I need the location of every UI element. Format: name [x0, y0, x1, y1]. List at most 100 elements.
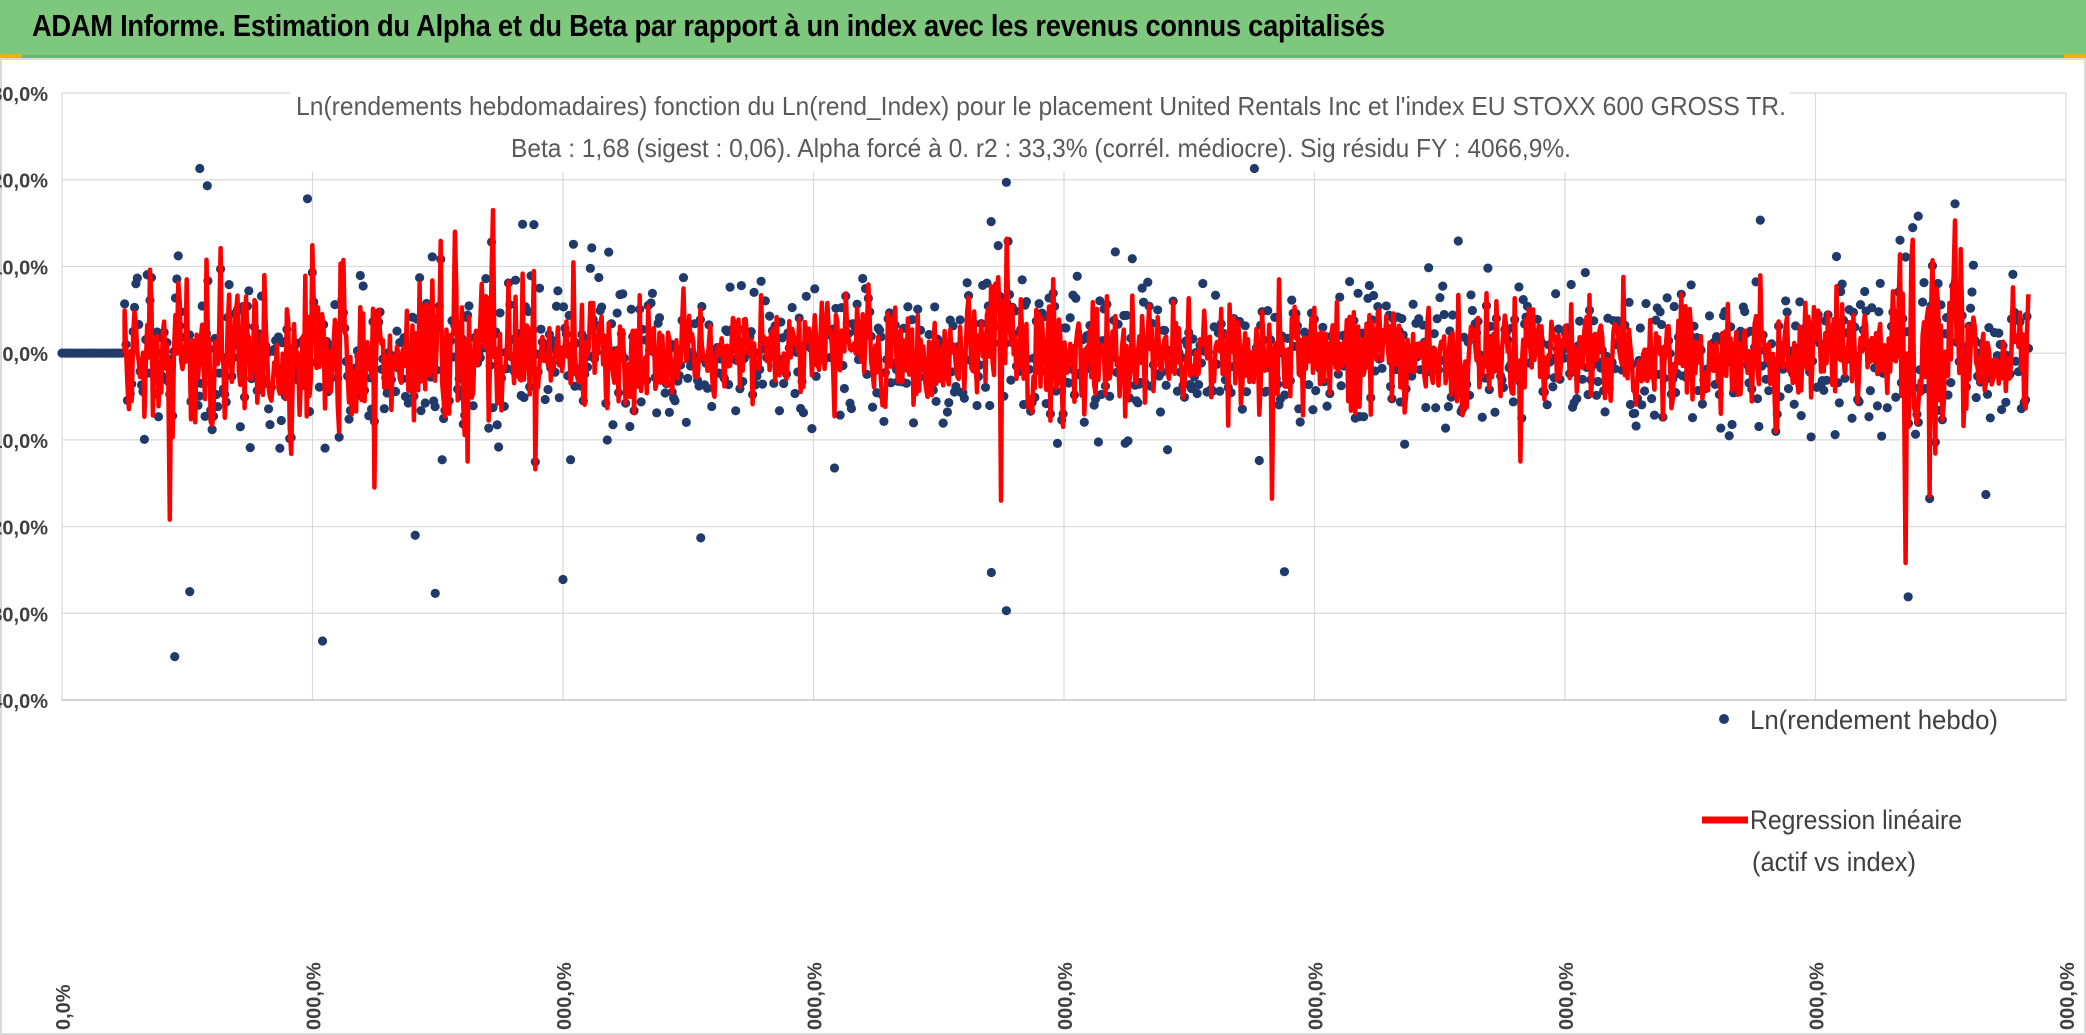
data-point: [707, 401, 717, 412]
data-point: [1065, 313, 1075, 323]
data-point: [1368, 290, 1379, 301]
data-point: [1686, 280, 1696, 290]
data-point: [1071, 293, 1081, 303]
data-point: [1518, 295, 1528, 305]
data-point: [410, 530, 420, 540]
data-point: [1919, 278, 1929, 288]
x-tick-label: 000,0%: [1306, 962, 1328, 1030]
data-point: [195, 163, 205, 174]
data-point: [1895, 235, 1905, 245]
data-point: [245, 443, 255, 453]
regression-series: [122, 207, 2031, 566]
data-point: [846, 403, 857, 414]
data-point: [798, 408, 809, 418]
data-point: [132, 273, 142, 283]
data-point: [604, 247, 614, 257]
data-point: [2008, 269, 2018, 279]
data-point: [1377, 363, 1387, 374]
data-point: [955, 315, 965, 325]
data-point: [139, 434, 149, 444]
data-point: [839, 383, 849, 394]
data-point: [344, 414, 354, 424]
data-point: [1971, 392, 1981, 403]
data-point: [1752, 394, 1763, 404]
data-point: [129, 302, 140, 312]
x-tick-label: 000,0%: [304, 962, 326, 1030]
data-point: [858, 273, 868, 284]
data-point: [1994, 328, 2004, 338]
y-tick-label: -10,0%: [0, 431, 48, 453]
data-point: [993, 241, 1003, 251]
data-point: [1548, 382, 1558, 392]
data-point: [736, 281, 746, 291]
data-point: [1903, 592, 1913, 602]
data-point: [330, 300, 340, 310]
data-point: [1079, 417, 1089, 427]
data-point: [1968, 260, 1978, 270]
x-tick-label: 000,0%: [1556, 962, 1578, 1030]
data-point: [1051, 386, 1061, 396]
data-point: [587, 243, 597, 253]
data-point: [379, 404, 389, 414]
data-point: [1072, 271, 1082, 281]
data-point: [1110, 247, 1120, 257]
data-point: [1254, 455, 1264, 466]
data-point: [1443, 401, 1453, 412]
data-point: [1716, 423, 1726, 433]
x-tick-label: 000,0%: [1807, 962, 1829, 1030]
data-point: [1782, 307, 1792, 317]
data-point: [756, 276, 766, 286]
data-point: [1155, 407, 1166, 417]
data-point: [200, 411, 210, 421]
data-point: [1901, 252, 1911, 262]
data-point: [1882, 403, 1892, 413]
data-point: [702, 383, 713, 393]
y-tick-label: 20,0%: [0, 171, 48, 193]
data-point: [494, 442, 504, 452]
data-point: [529, 219, 539, 230]
data-point: [1872, 401, 1883, 411]
data-point: [1172, 386, 1183, 396]
data-point: [2001, 397, 2011, 407]
data-point: [1917, 297, 1928, 307]
x-tick-label: 000,0%: [554, 962, 576, 1030]
data-point: [1249, 163, 1259, 174]
data-point: [317, 636, 328, 646]
data-point: [1649, 410, 1660, 420]
data-point: [1006, 375, 1016, 385]
data-point: [938, 418, 948, 428]
data-point: [207, 425, 217, 435]
data-point: [1397, 314, 1407, 324]
data-point: [654, 313, 665, 323]
data-point: [554, 393, 564, 403]
data-point: [683, 373, 693, 384]
data-point: [980, 382, 991, 392]
report-banner: ADAM Informe. Estimation du Alpha et du …: [0, 0, 2086, 58]
data-point: [1830, 430, 1840, 440]
data-point: [1946, 378, 1956, 388]
data-point: [1553, 324, 1564, 334]
data-point: [492, 420, 502, 430]
data-point: [1439, 309, 1449, 320]
data-point: [1724, 431, 1734, 441]
data-point: [1431, 403, 1441, 413]
data-point: [314, 382, 324, 392]
data-point: [320, 443, 330, 453]
y-tick-label: -20,0%: [0, 518, 48, 540]
data-point: [1981, 489, 1991, 500]
data-point: [725, 282, 735, 292]
data-point: [1318, 322, 1328, 332]
data-point: [1591, 390, 1602, 400]
x-tick-label: 000,0%: [1055, 962, 1077, 1030]
data-point: [1240, 321, 1250, 331]
data-point: [1345, 276, 1355, 287]
data-point: [551, 301, 562, 311]
data-point: [1600, 407, 1610, 417]
data-point: [1847, 413, 1857, 423]
data-point: [1551, 289, 1561, 299]
title-background: [290, 84, 1790, 172]
data-point: [1860, 286, 1870, 297]
data-point: [597, 302, 607, 312]
data-point: [1875, 278, 1885, 289]
legend-scatter-marker: [1719, 714, 1729, 724]
